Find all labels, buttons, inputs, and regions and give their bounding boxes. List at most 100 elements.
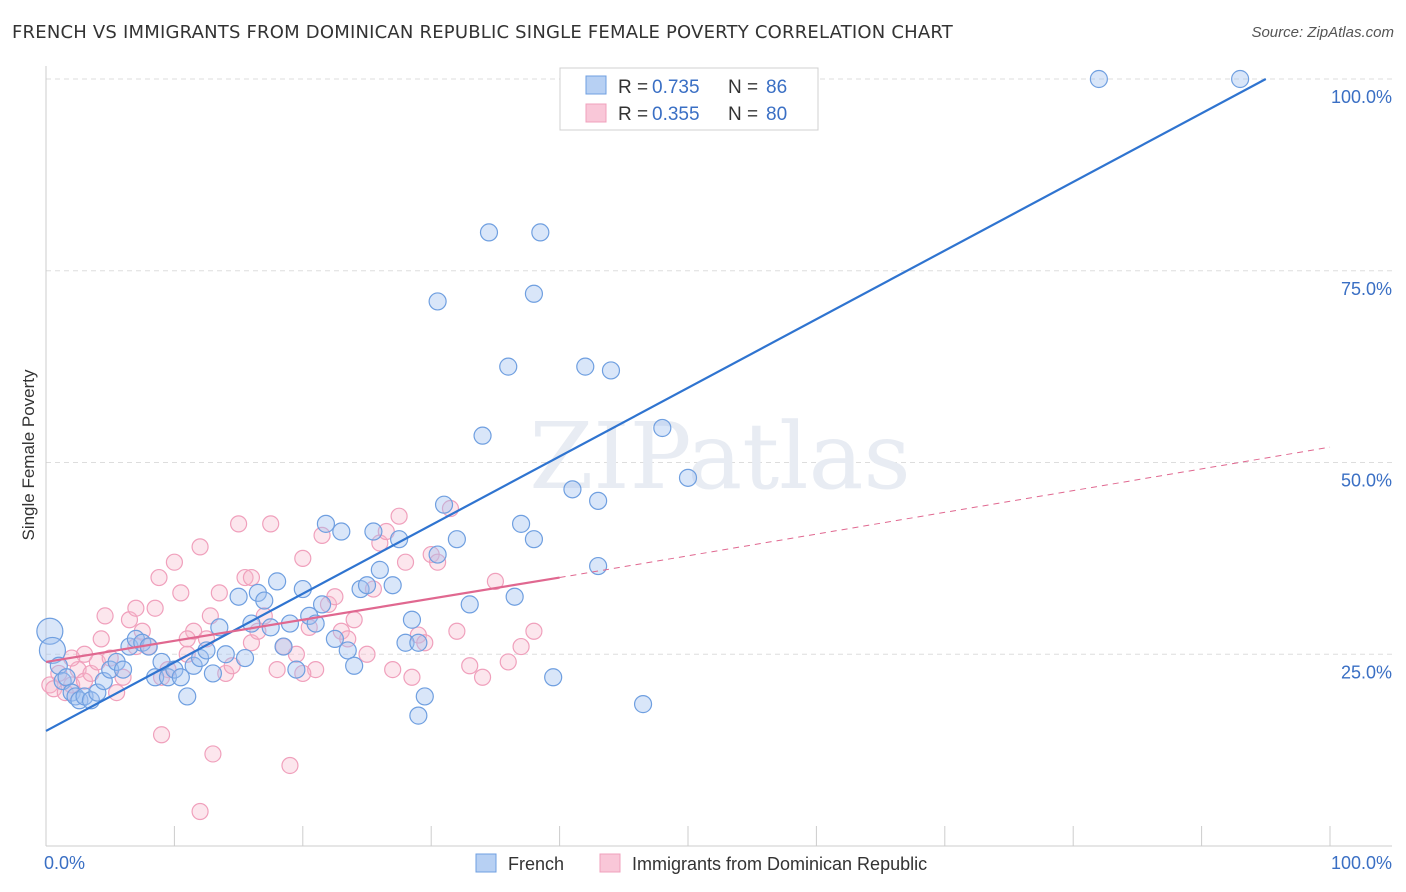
french-point <box>171 668 190 687</box>
dominican-point <box>165 553 183 571</box>
dominican-point <box>448 622 466 640</box>
french-point <box>511 514 531 533</box>
dominican-point <box>486 572 504 590</box>
dominican-point <box>429 553 447 571</box>
tick-labels: 25.0% 50.0% 75.0% 100.0% 0.0% 100.0% <box>44 87 1392 873</box>
dominican-point <box>416 634 434 652</box>
french-point <box>576 357 595 376</box>
axes <box>45 66 1392 847</box>
french-point <box>287 660 306 679</box>
legend-french-swatch <box>475 853 497 873</box>
dominican-n-value: 80 <box>766 104 787 125</box>
french-point <box>203 664 223 683</box>
french-trend-line <box>45 78 1267 732</box>
french-point <box>383 576 402 595</box>
french-point <box>505 587 524 606</box>
dominican-trend-extension <box>559 446 1331 579</box>
dominican-point <box>127 599 145 617</box>
dominican-point <box>152 726 171 744</box>
french-point <box>434 495 454 514</box>
dominican-point <box>313 526 331 544</box>
legend-dominican-label: Immigrants from Dominican Republic <box>632 854 927 874</box>
french-point <box>57 668 76 687</box>
french-point <box>255 591 274 610</box>
french-point <box>415 687 434 706</box>
dominican-point <box>146 599 164 617</box>
french-point <box>499 357 518 376</box>
trend-lines <box>45 78 1331 732</box>
dominican-point <box>96 607 114 625</box>
y-tick-label: 50.0% <box>1341 471 1392 491</box>
bottom-legend: French Immigrants from Dominican Republi… <box>475 853 927 874</box>
french-point <box>312 595 332 614</box>
french-point <box>678 468 698 487</box>
french-point <box>338 641 357 660</box>
french-point <box>402 610 422 629</box>
french-point <box>563 480 582 499</box>
dominican-point <box>236 568 254 587</box>
dominican-point <box>172 584 190 602</box>
french-point <box>1231 69 1250 89</box>
french-point <box>274 637 293 656</box>
dominican-point <box>307 660 325 679</box>
french-point <box>325 629 344 649</box>
french-point <box>235 648 255 668</box>
dominican-point <box>396 553 415 571</box>
stats-legend: R = 0.735 N = 86 R = 0.355 N = 80 <box>559 67 819 131</box>
french-point <box>357 576 377 595</box>
dominican-point <box>268 660 286 679</box>
french-point <box>633 695 653 714</box>
dominican-point <box>461 657 479 675</box>
dominican-point <box>281 756 299 775</box>
french-swatch <box>585 75 607 95</box>
french-r-label: R = <box>618 77 648 98</box>
dominican-point <box>191 538 209 556</box>
french-point <box>293 579 312 599</box>
dominican-point <box>384 660 402 679</box>
dominican-point <box>525 622 543 640</box>
french-point <box>589 491 608 510</box>
dominican-point <box>230 515 248 533</box>
x-tick-label: 100.0% <box>1331 853 1392 873</box>
watermark: ZIPatlas <box>529 403 910 510</box>
french-point <box>447 530 466 549</box>
y-tick-label: 25.0% <box>1341 662 1392 682</box>
dominican-point <box>294 549 312 567</box>
dominican-point <box>92 630 110 648</box>
french-n-label: N = <box>728 77 758 98</box>
french-point <box>460 595 479 614</box>
dominican-point <box>204 745 222 763</box>
dominican-point <box>473 668 492 686</box>
gridlines <box>46 78 1392 655</box>
french-point <box>524 530 544 549</box>
french-point <box>428 545 447 564</box>
dominican-point <box>210 584 228 602</box>
dominican-point <box>242 568 261 587</box>
french-point <box>229 587 248 606</box>
french-point <box>653 418 672 438</box>
dominican-point <box>262 515 280 533</box>
dominican-r-label: R = <box>618 104 648 125</box>
french-point <box>589 556 608 576</box>
french-point <box>428 292 447 311</box>
french-point <box>396 633 415 652</box>
french-point <box>316 514 336 533</box>
french-point <box>178 687 197 706</box>
french-point <box>113 660 133 679</box>
french-point <box>479 223 499 242</box>
french-point <box>473 426 492 445</box>
french-n-value: 86 <box>766 77 787 98</box>
french-point <box>1089 69 1108 89</box>
dominican-point <box>499 653 517 671</box>
french-point <box>88 683 107 702</box>
french-point <box>364 522 383 541</box>
dominican-swatch <box>585 103 607 123</box>
french-r-value: 0.735 <box>652 77 700 98</box>
french-point <box>332 522 351 541</box>
x-tick-label: 0.0% <box>44 853 85 873</box>
source-credit: Source: ZipAtlas.com <box>1251 24 1394 41</box>
legend-french-label: French <box>508 854 564 874</box>
dominican-r-value: 0.355 <box>652 104 700 125</box>
french-point <box>601 361 621 380</box>
series-french-points <box>36 69 1250 725</box>
